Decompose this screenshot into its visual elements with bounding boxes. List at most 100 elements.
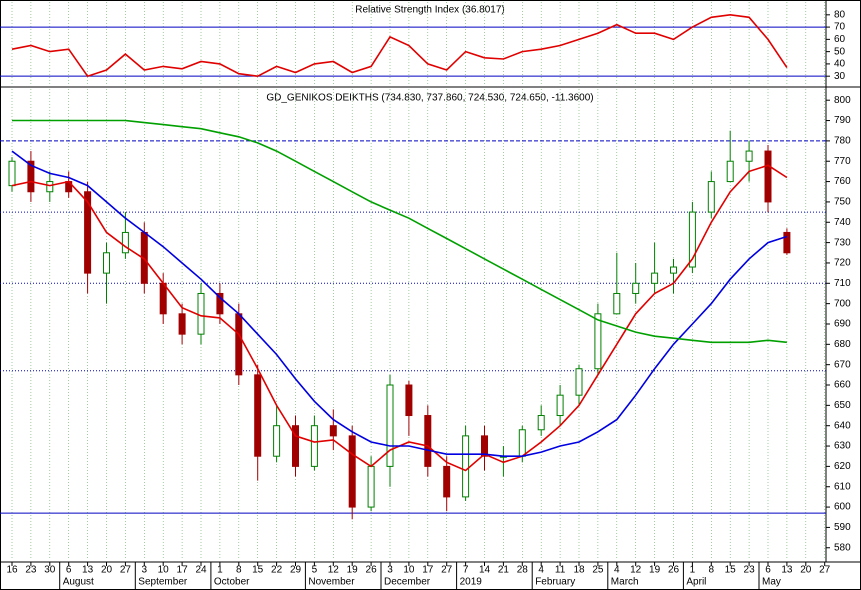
- candle-body: [613, 292, 621, 315]
- y-tick-label: 680: [834, 339, 851, 350]
- x-tick-label: 8: [236, 565, 242, 576]
- candle-body: [764, 150, 772, 203]
- x-tick-label: 17: [177, 565, 189, 576]
- x-tick-label: 23: [744, 565, 756, 576]
- candle-body: [462, 435, 470, 498]
- x-tick-label: 24: [195, 565, 207, 576]
- x-tick-label: 25: [592, 565, 604, 576]
- month-label: 2019: [460, 577, 483, 588]
- y-tick-label: 610: [834, 481, 851, 492]
- y-tick-label: 50: [834, 46, 846, 57]
- candle-body: [8, 160, 16, 187]
- y-tick-label: 580: [834, 542, 851, 553]
- x-tick-label: 15: [252, 565, 264, 576]
- price-title: GD_GENIKOS DEIKTHS (734.830, 737.860, 72…: [266, 93, 593, 104]
- candle-body: [518, 429, 526, 457]
- y-tick-label: 590: [834, 522, 851, 533]
- x-tick-label: 26: [668, 565, 680, 576]
- candle-body: [159, 282, 167, 315]
- candle-body: [386, 384, 394, 467]
- x-tick-label: 7: [463, 565, 469, 576]
- y-tick-label: 710: [834, 278, 851, 289]
- candle-body: [178, 313, 186, 335]
- month-label: December: [384, 577, 431, 588]
- candle-body: [651, 272, 659, 284]
- candle-body: [216, 292, 224, 315]
- y-tick-label: 650: [834, 400, 851, 411]
- candle-body: [632, 282, 640, 294]
- x-tick-label: 5: [312, 565, 318, 576]
- x-tick-label: 4: [538, 565, 544, 576]
- candle-body: [537, 415, 545, 431]
- candle-body: [405, 384, 413, 417]
- x-tick-label: 16: [6, 565, 18, 576]
- x-tick-label: 14: [479, 565, 491, 576]
- x-tick-label: 4: [614, 565, 620, 576]
- x-tick-label: 11: [555, 565, 566, 576]
- x-tick-label: 30: [44, 565, 56, 576]
- y-tick-label: 60: [834, 34, 846, 45]
- moving-average-line: [12, 119, 787, 344]
- x-tick-label: 27: [819, 565, 831, 576]
- candle-body: [46, 181, 54, 193]
- candle-body: [594, 313, 602, 370]
- x-tick-label: 13: [82, 565, 94, 576]
- rsi-line: [11, 13, 788, 78]
- candle-body: [310, 425, 318, 467]
- y-tick-label: 730: [834, 237, 851, 248]
- candle-body: [27, 160, 35, 193]
- x-tick-label: 1: [217, 565, 223, 576]
- x-tick-label: 27: [441, 565, 453, 576]
- x-tick-label: 28: [517, 565, 529, 576]
- candle-body: [556, 394, 564, 417]
- x-tick-label: 29: [290, 565, 302, 576]
- x-tick-label: 12: [328, 565, 340, 576]
- x-tick-label: 26: [366, 565, 378, 576]
- x-tick-label: 6: [765, 565, 771, 576]
- candle-body: [424, 415, 432, 467]
- candle-body: [348, 435, 356, 508]
- x-tick-label: 18: [573, 565, 585, 576]
- candle-body: [575, 368, 583, 396]
- y-tick-label: 620: [834, 461, 851, 472]
- x-tick-label: 8: [709, 565, 715, 576]
- y-tick-label: 670: [834, 359, 851, 370]
- x-tick-label: 22: [271, 565, 283, 576]
- y-tick-label: 690: [834, 319, 851, 330]
- month-label: August: [63, 577, 94, 588]
- x-tick-label: 10: [403, 565, 415, 576]
- y-tick-label: 30: [834, 71, 846, 82]
- y-tick-label: 740: [834, 217, 851, 228]
- x-tick-label: 12: [630, 565, 642, 576]
- y-tick-label: 720: [834, 258, 851, 269]
- candle-body: [745, 150, 753, 162]
- y-tick-label: 70: [834, 22, 846, 33]
- candle-body: [481, 435, 488, 457]
- candle-body: [443, 465, 451, 498]
- x-tick-label: 6: [66, 565, 72, 576]
- y-tick-label: 790: [834, 115, 851, 126]
- x-tick-label: 21: [498, 565, 510, 576]
- candle-body: [707, 181, 715, 213]
- candle-body: [273, 425, 281, 457]
- candle-body: [197, 292, 205, 335]
- y-tick-label: 40: [834, 59, 846, 70]
- candle-body: [84, 191, 92, 274]
- y-tick-label: 630: [834, 441, 851, 452]
- month-label: October: [214, 577, 250, 588]
- x-tick-label: 15: [725, 565, 737, 576]
- x-tick-label: 23: [25, 565, 37, 576]
- month-label: May: [762, 577, 781, 588]
- month-label: March: [611, 577, 639, 588]
- y-tick-label: 770: [834, 156, 851, 167]
- candle-body: [670, 266, 677, 274]
- candle-body: [292, 425, 299, 467]
- candle-body: [254, 374, 262, 457]
- candle-body: [726, 160, 734, 183]
- y-tick-label: 80: [834, 9, 846, 20]
- candle-body: [783, 231, 791, 254]
- x-tick-label: 10: [158, 565, 170, 576]
- x-tick-label: 19: [649, 565, 661, 576]
